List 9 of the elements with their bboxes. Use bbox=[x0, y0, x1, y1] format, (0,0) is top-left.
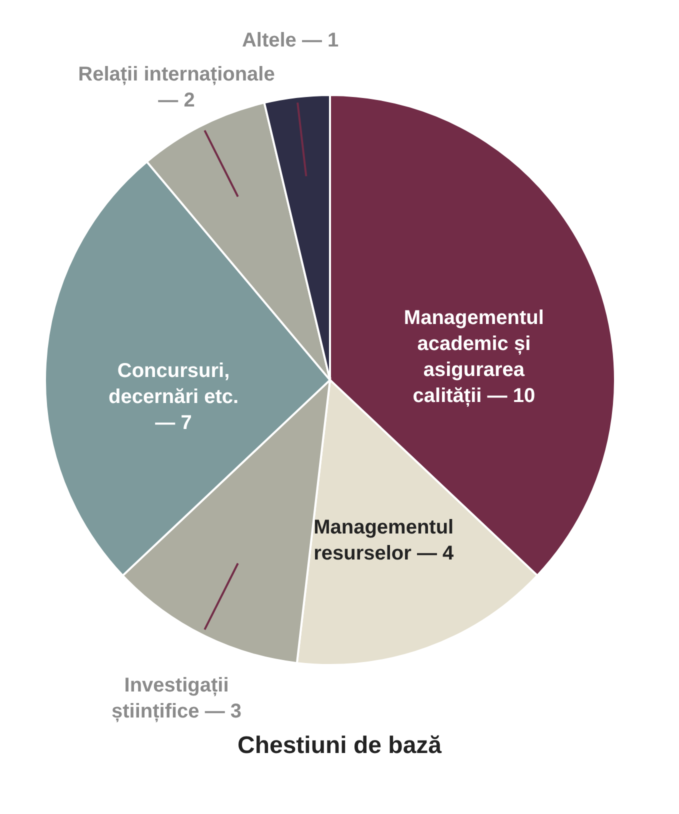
text: Chestiuni de bază bbox=[237, 732, 442, 759]
slice-label: Concursuri, decernări etc. bbox=[108, 360, 239, 408]
slice-label: Investigații științifice — 3 bbox=[111, 674, 242, 723]
data-label: — 2 bbox=[158, 89, 195, 112]
slice-label: Relații internaționale bbox=[78, 63, 275, 86]
data-label: — 7 bbox=[155, 412, 192, 434]
slice-label: Managementul academic și asigurarea calității — 10 bbox=[404, 306, 544, 407]
slice-label: Altele — 1 bbox=[242, 29, 339, 52]
slice-label: Managementul resurselor — 4 bbox=[314, 516, 455, 564]
